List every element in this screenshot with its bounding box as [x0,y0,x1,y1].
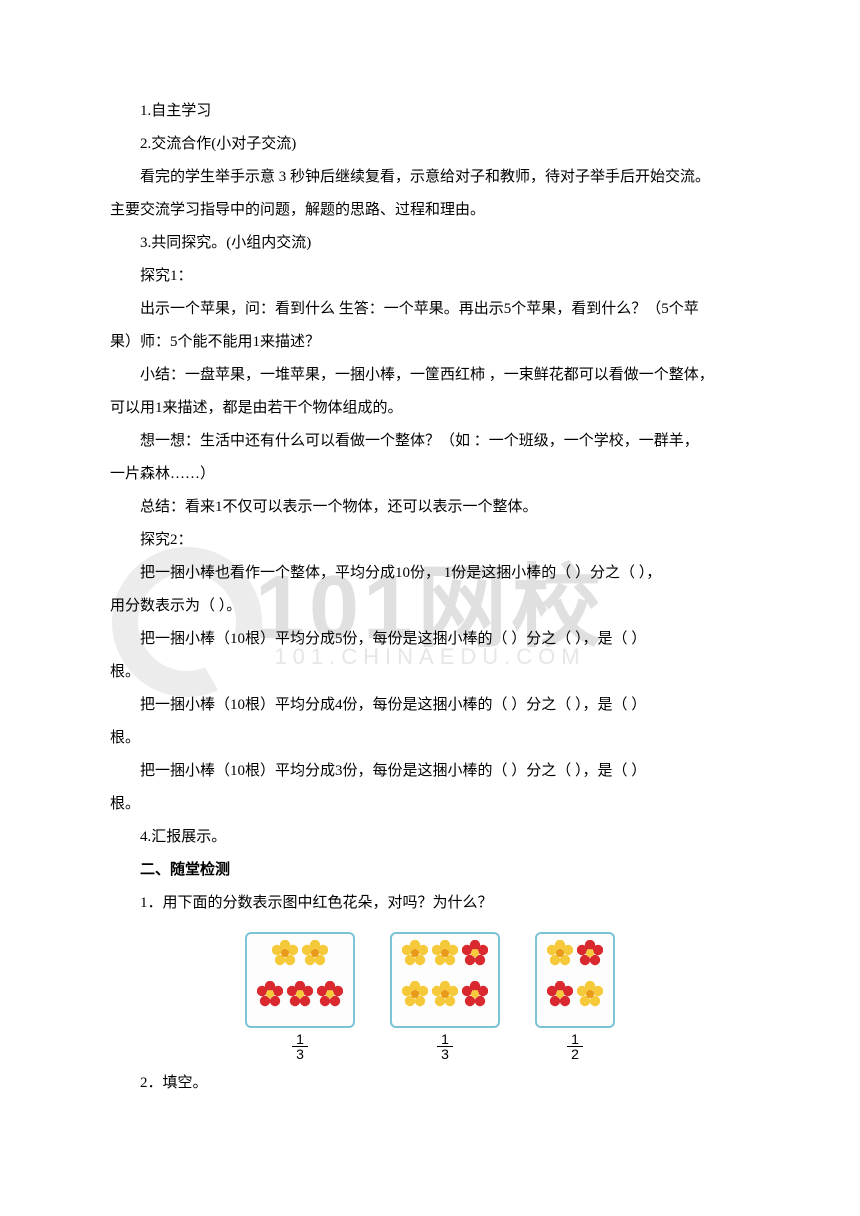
flower-red-icon [462,940,488,979]
flower-box-1: 13 [390,932,500,1061]
flower-yellow-icon [272,940,298,979]
flower-yellow-icon [302,940,328,979]
fraction-label: 13 [292,1032,308,1061]
line-11b: 用分数表示为（ ）。 [110,590,750,623]
line-11: 把一捆小棒也看作一个整体，平均分成10份， 1份是这捆小棒的（ ）分之（ ）， [110,557,750,590]
line-13: 把一捆小棒（10根）平均分成4份，每份是这捆小棒的（ ）分之（ ），是（ ） [110,689,750,722]
flower-yellow-icon [432,940,458,979]
line-10: 探究2： [110,524,750,557]
flower-row [547,981,603,1020]
document-body: 1.自主学习 2.交流合作(小对子交流) 看完的学生举手示意 3 秒钟后继续复看… [110,95,750,1100]
flower-figure-row: 131312 [110,932,750,1061]
flower-row [257,940,343,979]
heading-section-2: 二、随堂检测 [110,854,750,887]
flower-row [257,981,343,1020]
flower-red-icon [257,981,283,1020]
flower-row [547,940,603,979]
flower-red-icon [577,940,603,979]
fraction-numerator: 1 [567,1032,583,1047]
line-18: 2．填空。 [110,1067,750,1100]
flower-row [402,940,488,979]
fraction-numerator: 1 [292,1032,308,1047]
flower-row [402,981,488,1020]
fraction-label: 12 [567,1032,583,1061]
line-14: 把一捆小棒（10根）平均分成3份，每份是这捆小棒的（ ）分之（ ），是（ ） [110,755,750,788]
line-6b: 果）师：5个能不能用1来描述？ [110,326,750,359]
line-5: 探究1： [110,260,750,293]
line-6: 出示一个苹果，问：看到什么 生答：一个苹果。再出示5个苹果，看到什么？（5个苹 [110,293,750,326]
line-15: 4.汇报展示。 [110,821,750,854]
flower-box-frame [245,932,355,1028]
fraction-label: 13 [437,1032,453,1061]
flower-box-0: 13 [245,932,355,1061]
flower-yellow-icon [432,981,458,1020]
flower-yellow-icon [577,981,603,1020]
flower-red-icon [287,981,313,1020]
line-13b: 根。 [110,722,750,755]
flower-box-frame [535,932,615,1028]
line-7b: 可以用1来描述，都是由若干个物体组成的。 [110,392,750,425]
line-3b: 主要交流学习指导中的问题，解题的思路、过程和理由。 [110,194,750,227]
flower-red-icon [462,981,488,1020]
flower-box-frame [390,932,500,1028]
line-2: 2.交流合作(小对子交流) [110,128,750,161]
line-14b: 根。 [110,788,750,821]
flower-red-icon [547,981,573,1020]
line-12b: 根。 [110,656,750,689]
line-17: 1．用下面的分数表示图中红色花朵，对吗？为什么？ [110,887,750,920]
line-4: 3.共同探究。(小组内交流) [110,227,750,260]
flower-red-icon [317,981,343,1020]
flower-yellow-icon [402,940,428,979]
fraction-numerator: 1 [437,1032,453,1047]
fraction-denominator: 3 [292,1047,308,1061]
line-8: 想一想：生活中还有什么可以看做一个整体？（如 ：一个班级，一个学校，一群羊， [110,425,750,458]
line-1: 1.自主学习 [110,95,750,128]
line-7: 小结：一盘苹果，一堆苹果，一捆小棒，一筐西红柿 ，一束鲜花都可以看做一个整体， [110,359,750,392]
fraction-denominator: 2 [567,1047,583,1061]
fraction-denominator: 3 [437,1047,453,1061]
line-9: 总结：看来1不仅可以表示一个物体，还可以表示一个整体。 [110,491,750,524]
line-8b: 一片森林……） [110,458,750,491]
line-3: 看完的学生举手示意 3 秒钟后继续复看，示意给对子和教师，待对子举手后开始交流。 [110,161,750,194]
line-12: 把一捆小棒（10根）平均分成5份，每份是这捆小棒的（ ）分之（ ），是（ ） [110,623,750,656]
flower-box-2: 12 [535,932,615,1061]
flower-yellow-icon [547,940,573,979]
flower-yellow-icon [402,981,428,1020]
